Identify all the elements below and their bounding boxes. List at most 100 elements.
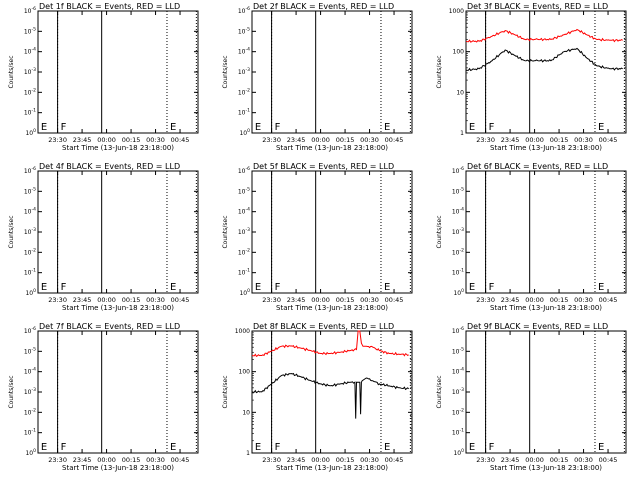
events-series-line <box>251 372 410 419</box>
plot-frame <box>465 330 627 454</box>
x-tick-label: 00:45 <box>171 456 190 464</box>
x-tick-label: 23:30 <box>476 136 495 144</box>
y-tick-label: 10-2 <box>452 407 464 416</box>
y-tick-label: 10-3 <box>24 387 36 396</box>
y-tick-label: 10-6 <box>24 6 36 15</box>
event-marker-e: E <box>384 282 390 293</box>
y-tick-label: 10-4 <box>24 207 36 216</box>
panel-title: Det 1f BLACK = Events, RED = LLD <box>39 2 180 11</box>
panel-title: Det 5f BLACK = Events, RED = LLD <box>253 162 394 171</box>
y-tick-label: 100 <box>25 448 36 457</box>
x-axis-label: Start Time (13-Jun-18 23:18:00) <box>276 144 388 152</box>
x-tick-label: 00:15 <box>336 136 355 144</box>
x-tick-label: 00:00 <box>525 296 544 304</box>
x-tick-label: 00:30 <box>574 456 593 464</box>
y-tick-label: 10-5 <box>238 26 250 35</box>
y-tick-label: 10-3 <box>452 227 464 236</box>
x-tick-label: 00:00 <box>311 136 330 144</box>
y-tick-label: 10 <box>242 409 250 416</box>
y-tick-label: 10-1 <box>452 268 464 277</box>
x-tick-label: 00:00 <box>311 296 330 304</box>
x-tick-label: 23:30 <box>476 456 495 464</box>
y-tick-label: 10-6 <box>24 326 36 335</box>
y-tick-label: 10-2 <box>24 247 36 256</box>
y-axis-label: Counts/sec <box>222 375 229 408</box>
plot-frame <box>37 330 199 454</box>
y-tick-label: 10-2 <box>452 247 464 256</box>
event-marker-e: E <box>170 282 176 293</box>
y-tick-label: 10-1 <box>24 428 36 437</box>
x-tick-label: 00:15 <box>550 296 569 304</box>
y-tick-label: 10-5 <box>238 186 250 195</box>
x-tick-label: 00:15 <box>122 136 141 144</box>
y-tick-label: 10-4 <box>24 47 36 56</box>
plot-frame <box>251 10 413 134</box>
y-tick-label: 10-3 <box>24 67 36 76</box>
x-axis-label: Start Time (13-Jun-18 23:18:00) <box>276 464 388 472</box>
y-tick-label: 10-5 <box>452 346 464 355</box>
event-marker-f: F <box>489 282 495 293</box>
x-tick-label: 00:30 <box>146 456 165 464</box>
x-tick-label: 00:45 <box>599 456 618 464</box>
y-tick-label: 10-6 <box>24 166 36 175</box>
x-tick-label: 23:30 <box>262 136 281 144</box>
x-tick-label: 23:45 <box>287 456 306 464</box>
x-tick-label: 00:30 <box>574 296 593 304</box>
y-tick-label: 10-5 <box>452 186 464 195</box>
x-tick-label: 00:30 <box>360 136 379 144</box>
panel-title: Det 6f BLACK = Events, RED = LLD <box>467 162 608 171</box>
x-tick-label: 00:45 <box>599 136 618 144</box>
event-marker-e: E <box>255 442 261 453</box>
plot-frame <box>251 330 413 454</box>
x-tick-label: 00:45 <box>599 296 618 304</box>
y-tick-label: 10-1 <box>452 428 464 437</box>
y-tick-label: 10-2 <box>238 247 250 256</box>
x-axis-label: Start Time (13-Jun-18 23:18:00) <box>276 304 388 312</box>
x-tick-label: 00:15 <box>550 456 569 464</box>
y-tick-label: 100 <box>239 128 250 137</box>
event-marker-f: F <box>61 122 67 133</box>
x-axis-label: Start Time (13-Jun-18 23:18:00) <box>490 144 602 152</box>
x-tick-label: 00:15 <box>550 136 569 144</box>
x-tick-label: 00:45 <box>171 136 190 144</box>
lld-series-line <box>465 28 623 43</box>
x-tick-label: 23:45 <box>73 296 92 304</box>
y-axis-label: Counts/sec <box>436 55 443 88</box>
y-tick-label: 100 <box>239 369 251 376</box>
x-tick-label: 00:30 <box>360 296 379 304</box>
y-tick-label: 100 <box>453 448 464 457</box>
y-tick-label: 100 <box>453 288 464 297</box>
y-tick-label: 10-2 <box>24 87 36 96</box>
event-marker-f: F <box>61 442 67 453</box>
event-marker-e: E <box>598 442 604 453</box>
x-tick-label: 00:45 <box>385 296 404 304</box>
x-tick-label: 00:15 <box>122 296 141 304</box>
plot-frame <box>37 170 199 294</box>
y-axis-label: Counts/sec <box>436 215 443 248</box>
plot-frame <box>251 170 413 294</box>
y-tick-label: 10-6 <box>238 166 250 175</box>
event-marker-e: E <box>170 442 176 453</box>
y-axis-label: Counts/sec <box>222 215 229 248</box>
x-tick-label: 00:30 <box>146 136 165 144</box>
panel-title: Det 9f BLACK = Events, RED = LLD <box>467 322 608 331</box>
y-tick-label: 100 <box>25 288 36 297</box>
y-tick-label: 10-1 <box>238 108 250 117</box>
event-marker-e: E <box>41 442 47 453</box>
x-tick-label: 00:00 <box>97 136 116 144</box>
x-tick-label: 00:00 <box>311 456 330 464</box>
x-tick-label: 23:30 <box>48 136 67 144</box>
y-tick-label: 10-5 <box>24 26 36 35</box>
x-tick-label: 00:15 <box>122 456 141 464</box>
y-tick-label: 100 <box>453 49 465 56</box>
y-tick-label: 10-4 <box>238 207 250 216</box>
event-marker-e: E <box>469 282 475 293</box>
y-axis-label: Counts/sec <box>8 215 15 248</box>
y-tick-label: 10-6 <box>452 166 464 175</box>
y-tick-label: 10-3 <box>238 227 250 236</box>
x-tick-label: 00:00 <box>525 456 544 464</box>
event-marker-f: F <box>275 122 281 133</box>
